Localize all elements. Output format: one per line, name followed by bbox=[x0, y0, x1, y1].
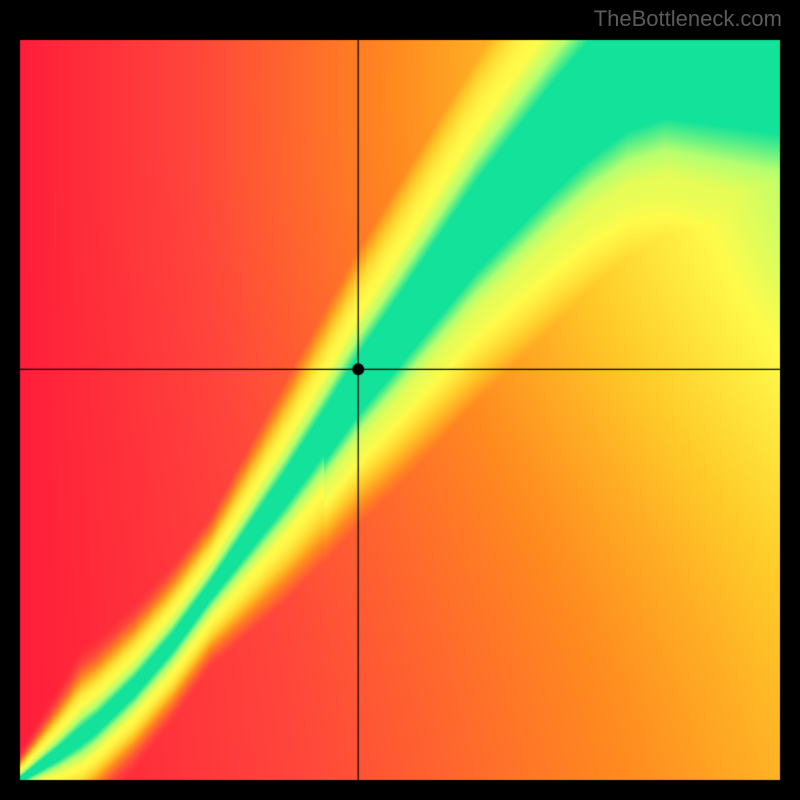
attribution-text: TheBottleneck.com bbox=[594, 6, 782, 32]
crosshair-overlay bbox=[0, 0, 800, 800]
chart-container: TheBottleneck.com bbox=[0, 0, 800, 800]
